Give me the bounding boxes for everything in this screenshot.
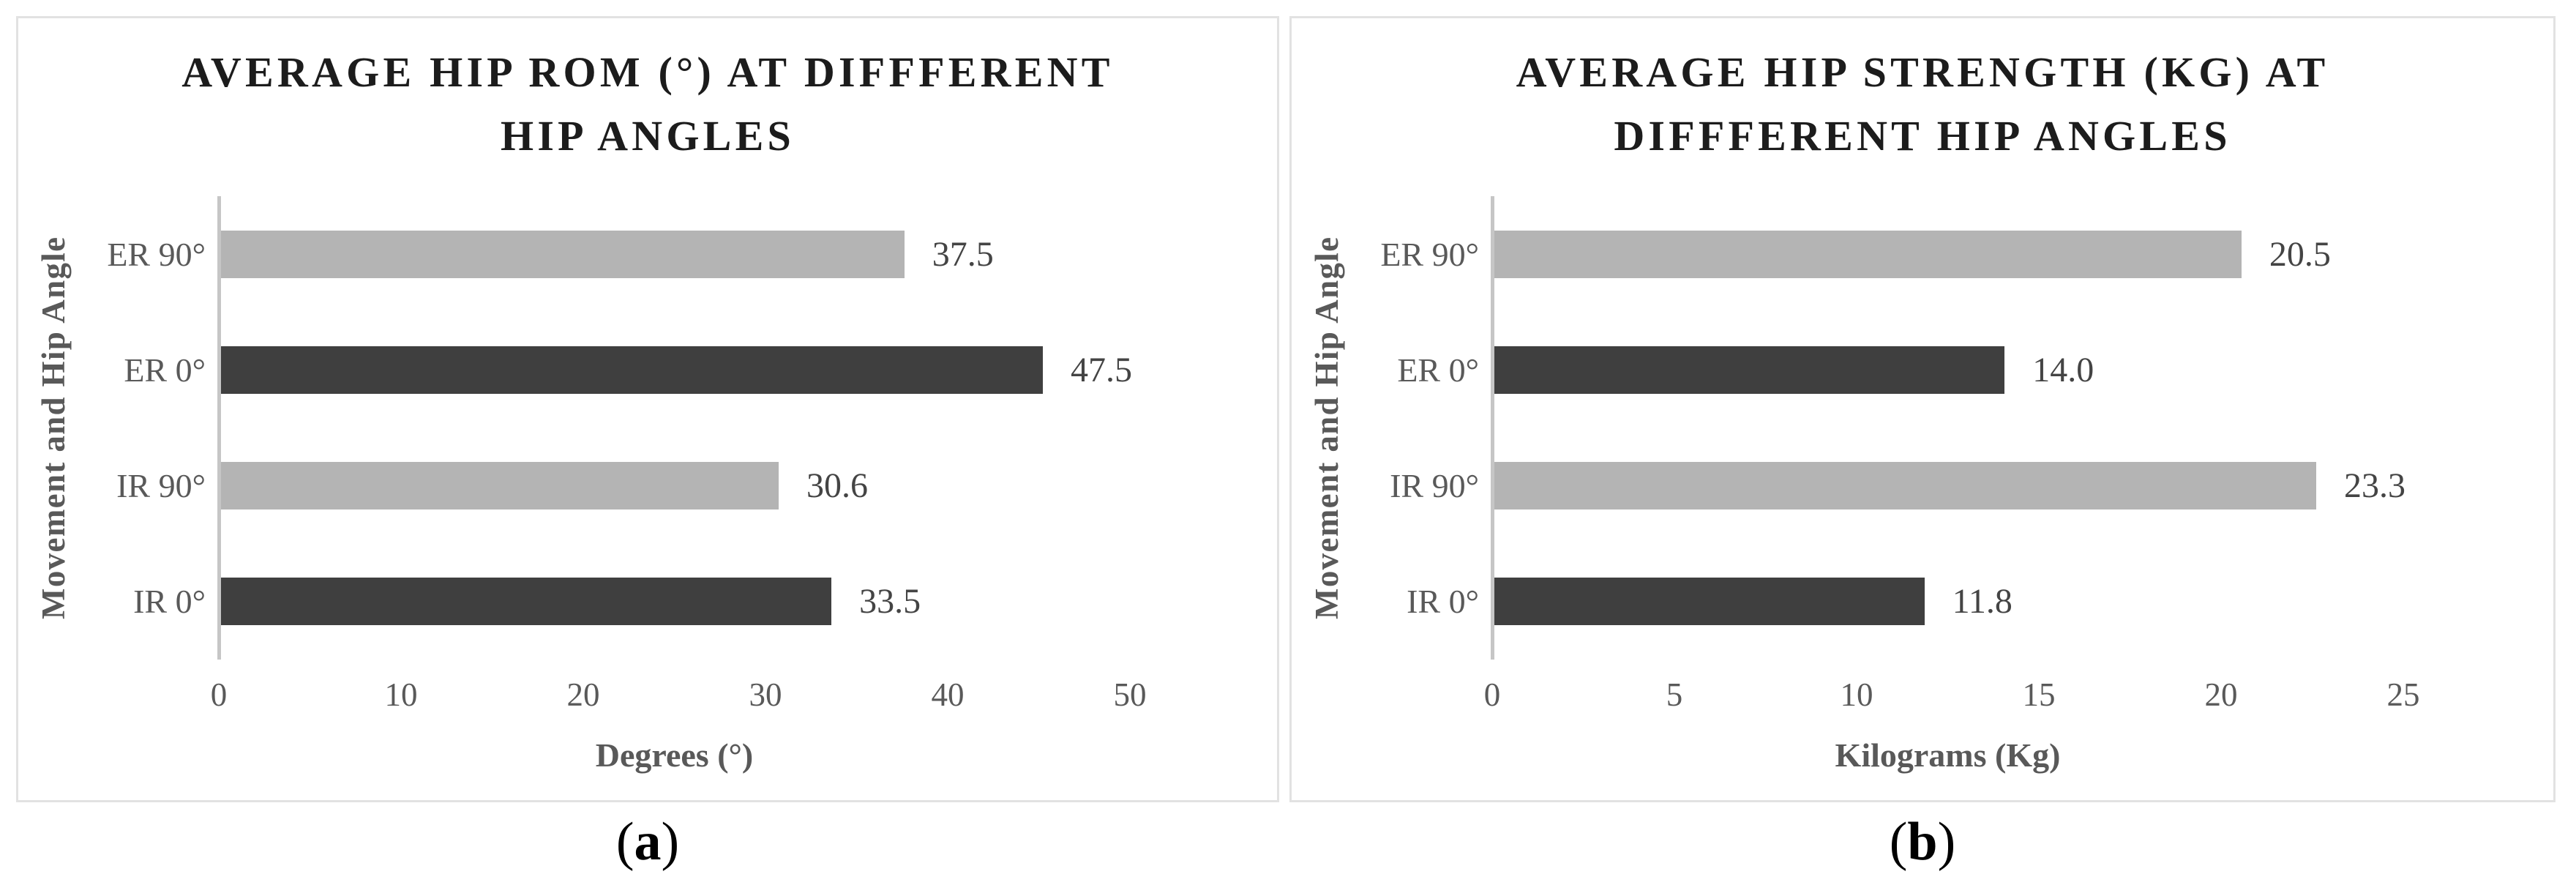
plot-area: 37.5 47.5 30.6 33.5 [217,196,1132,660]
bar [221,346,1043,394]
value-label: 20.5 [2269,234,2331,274]
caption-letter: a [634,812,662,872]
x-tick-label: 25 [2386,676,2420,713]
x-axis-tick-labels: 0 10 20 30 40 50 [211,676,1147,720]
category-label: ER 0° [124,351,206,389]
value-label: 33.5 [859,582,921,621]
bar [221,578,832,626]
bar [221,230,905,278]
chart-title: AVERAGE HIP ROM (°) AT DIFFFERENT HIP AN… [181,48,1114,160]
chart-title: AVERAGE HIP STRENGTH (KG) AT DIFFFERENT … [1516,48,2329,160]
value-label: 30.6 [806,466,868,506]
bar-row: 20.5 [1494,196,2405,312]
x-tick-label: 20 [566,676,600,713]
x-tick-label: 40 [931,676,965,713]
caption-letter: b [1907,812,1938,872]
value-label: 11.8 [1952,582,2012,621]
category-label: IR 90° [116,467,206,505]
x-axis-tick-labels: 0 5 10 15 20 25 [1484,676,2420,720]
bar-series: 37.5 47.5 30.6 33.5 [221,196,1132,660]
plot-area: 20.5 14.0 23.3 11.8 [1491,196,2405,660]
x-tick-label: 5 [1666,676,1683,713]
category-label: IR 0° [133,583,206,621]
bar [1494,230,2242,278]
value-label: 14.0 [2032,350,2094,389]
caption-paren-open: ( [1889,812,1908,872]
bar-row: 14.0 [1494,312,2405,428]
value-label: 47.5 [1071,350,1132,389]
x-axis-title: Degrees (°) [595,736,754,774]
bar [1494,346,2005,394]
bar-row: 33.5 [221,544,1132,660]
bar-series: 20.5 14.0 23.3 11.8 [1494,196,2405,660]
category-axis-labels: ER 90° ER 0° IR 90° IR 0° [62,196,206,660]
chart-panel-b: AVERAGE HIP STRENGTH (KG) AT DIFFFERENT … [1289,16,2556,802]
x-tick-label: 0 [210,676,228,713]
category-label: ER 0° [1397,351,1479,389]
category-label: IR 90° [1390,467,1479,505]
x-tick-label: 10 [384,676,418,713]
category-label: ER 90° [107,235,206,273]
value-label: 23.3 [2344,466,2405,506]
bar [1494,578,1925,626]
x-tick-label: 15 [2022,676,2056,713]
caption-paren-close: ) [1937,812,1956,872]
x-tick-label: 30 [749,676,782,713]
bar-row: 47.5 [221,312,1132,428]
x-tick-label: 50 [1113,676,1147,713]
x-tick-label: 10 [1840,676,1873,713]
subfigure-caption-a: (a) [16,811,1279,873]
caption-paren-close: ) [661,812,680,872]
bar [1494,462,2316,510]
category-label: IR 0° [1407,583,1479,621]
bar [221,462,779,510]
bar-row: 37.5 [221,196,1132,312]
category-axis-labels: ER 90° ER 0° IR 90° IR 0° [1336,196,1479,660]
bar-row: 11.8 [1494,544,2405,660]
caption-paren-open: ( [615,812,634,872]
value-label: 37.5 [932,234,994,274]
subfigure-caption-b: (b) [1289,811,2556,873]
x-tick-label: 0 [1483,676,1501,713]
chart-panel-a: AVERAGE HIP ROM (°) AT DIFFFERENT HIP AN… [16,16,1279,802]
bar-row: 30.6 [221,428,1132,544]
bar-row: 23.3 [1494,428,2405,544]
x-axis-title: Kilograms (Kg) [1835,736,2061,774]
category-label: ER 90° [1380,235,1479,273]
x-tick-label: 20 [2204,676,2238,713]
